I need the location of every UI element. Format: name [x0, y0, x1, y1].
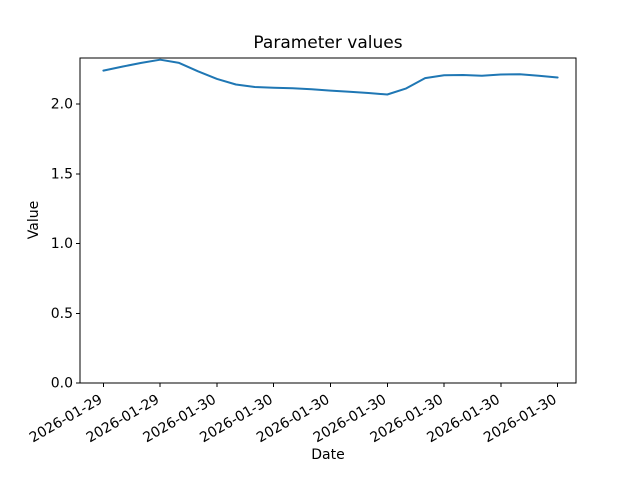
x-axis-label: Date: [311, 447, 345, 463]
y-tick-label: 0.5: [51, 306, 73, 322]
chart-title: Parameter values: [253, 33, 403, 53]
data-line: [102, 58, 559, 96]
y-tick-label: 2.0: [51, 97, 73, 113]
plot-border: [79, 57, 577, 384]
y-tick-label: 0.0: [51, 376, 73, 392]
y-tick-label: 1.0: [51, 236, 73, 252]
y-tick-label: 1.5: [51, 166, 73, 182]
y-axis-label: Value: [26, 200, 42, 240]
